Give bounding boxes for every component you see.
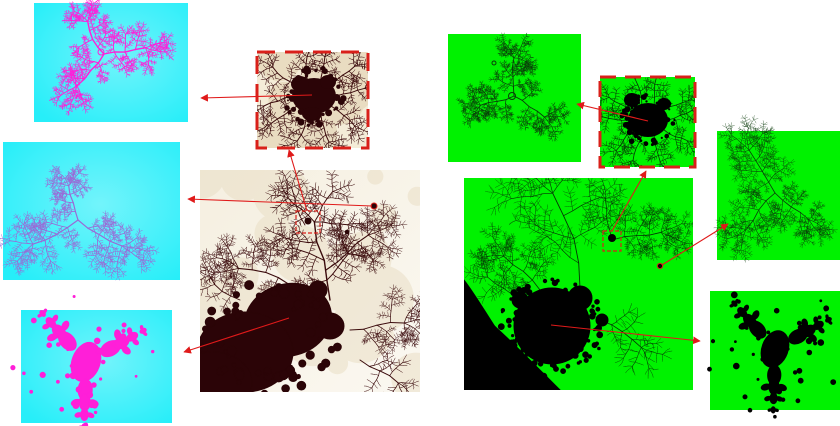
green-zoom-frame-dashed xyxy=(598,75,697,169)
julia-douady-rabbit xyxy=(10,295,172,426)
mandelbrot-main-view xyxy=(200,170,420,392)
julia-green-rabbit xyxy=(707,291,840,419)
arrow-marker-to-zoom xyxy=(287,149,308,212)
arrow-green-point-to-julia-right xyxy=(661,223,729,266)
arrow-green-marker-to-zoom xyxy=(611,170,647,232)
arrow-point-to-julia-middle xyxy=(187,195,373,207)
green-parameter-point-marker xyxy=(656,262,664,270)
arrow-green-bulb-to-julia-rabbit xyxy=(550,324,701,345)
zoom-region-marker xyxy=(295,210,321,234)
julia-green-dendrite-left xyxy=(448,32,581,162)
mandelbrot-green-zoom-inset xyxy=(598,75,697,169)
julia-dendrite-purple xyxy=(0,142,180,281)
julia-green-dendrite-right xyxy=(713,114,840,263)
arrow-bulb-to-julia-bottom xyxy=(183,317,290,354)
mandelbrot-zoom-inset xyxy=(255,50,370,150)
connector-arrows xyxy=(183,93,729,354)
mandelbrot-green-main-view xyxy=(464,178,693,390)
julia-dendrite-magenta xyxy=(34,0,188,122)
arrow-green-zoom-to-julia-left xyxy=(576,101,649,122)
arrow-zoom-to-julia-top xyxy=(200,93,313,102)
zoom-frame-dashed xyxy=(255,50,370,150)
